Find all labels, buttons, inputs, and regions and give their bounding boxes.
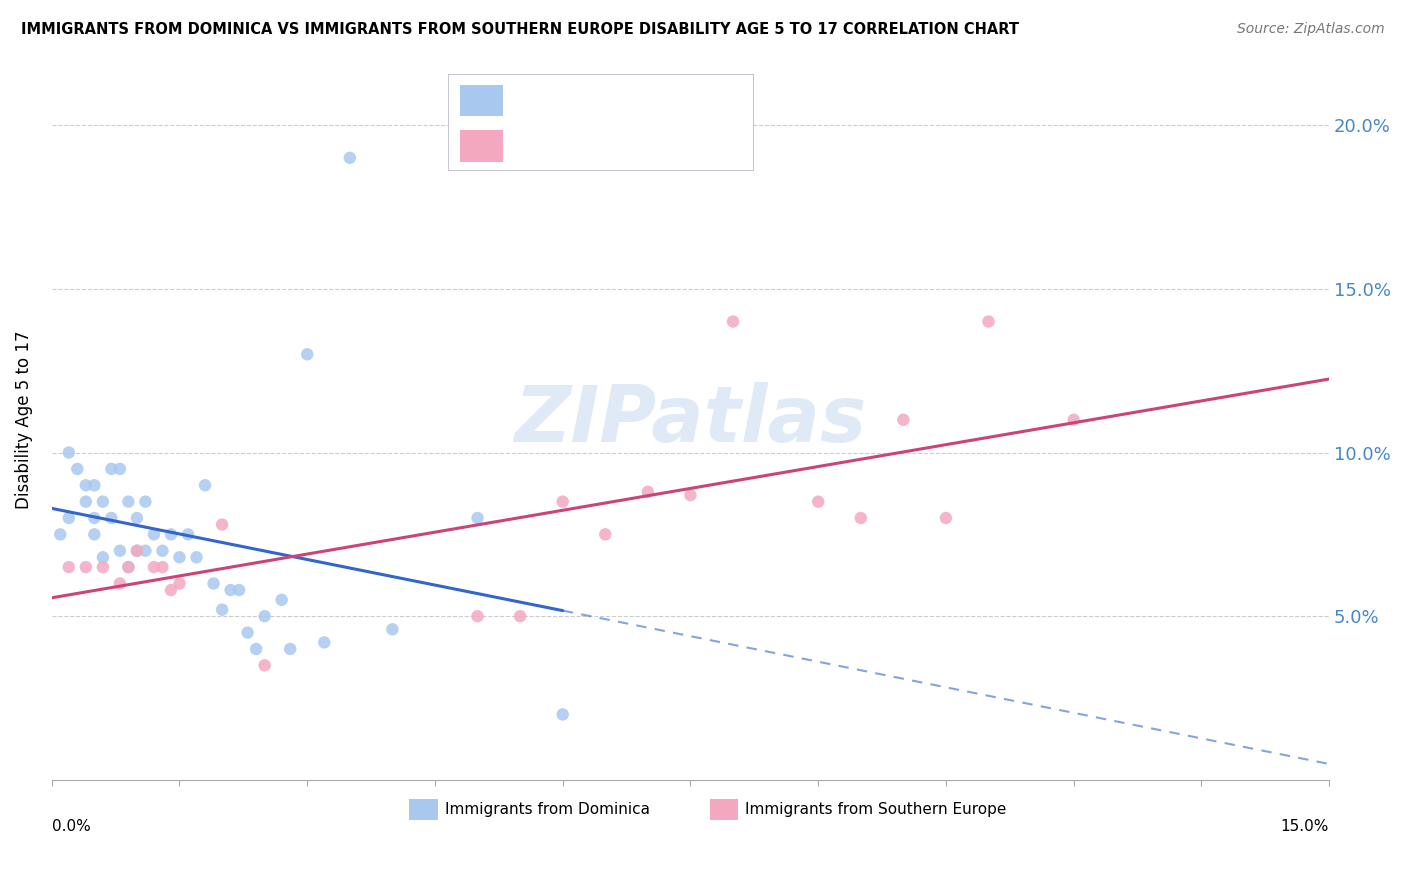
Point xyxy=(807,494,830,508)
FancyBboxPatch shape xyxy=(409,799,437,820)
Text: Source: ZipAtlas.com: Source: ZipAtlas.com xyxy=(1237,22,1385,37)
Point xyxy=(117,560,139,574)
Point xyxy=(314,635,336,649)
Point xyxy=(467,511,489,525)
Point xyxy=(891,413,914,427)
Point xyxy=(100,511,122,525)
Point xyxy=(66,462,89,476)
Point xyxy=(152,543,174,558)
Text: 0.0%: 0.0% xyxy=(52,819,90,834)
Point xyxy=(211,517,233,532)
Point xyxy=(58,445,80,459)
Point xyxy=(297,347,319,361)
Text: Immigrants from Dominica: Immigrants from Dominica xyxy=(446,802,650,817)
Point xyxy=(236,625,259,640)
Point xyxy=(134,543,156,558)
Point xyxy=(117,560,139,574)
Point xyxy=(91,494,114,508)
Point xyxy=(108,576,131,591)
Text: IMMIGRANTS FROM DOMINICA VS IMMIGRANTS FROM SOUTHERN EUROPE DISABILITY AGE 5 TO : IMMIGRANTS FROM DOMINICA VS IMMIGRANTS F… xyxy=(21,22,1019,37)
Point xyxy=(125,543,148,558)
Point xyxy=(108,543,131,558)
Point xyxy=(551,494,574,508)
Point xyxy=(1063,413,1085,427)
Point xyxy=(83,527,105,541)
Point xyxy=(595,527,617,541)
Point xyxy=(381,623,404,637)
Point xyxy=(117,494,139,508)
Text: Immigrants from Southern Europe: Immigrants from Southern Europe xyxy=(745,802,1007,817)
Point xyxy=(228,582,250,597)
Point xyxy=(467,609,489,624)
Point xyxy=(721,314,744,328)
Point xyxy=(91,550,114,565)
Text: 15.0%: 15.0% xyxy=(1281,819,1329,834)
FancyBboxPatch shape xyxy=(710,799,738,820)
Point xyxy=(160,527,183,541)
Point xyxy=(134,494,156,508)
Point xyxy=(83,511,105,525)
Point xyxy=(177,527,200,541)
Point xyxy=(83,478,105,492)
Point xyxy=(253,658,276,673)
Point xyxy=(91,560,114,574)
Point xyxy=(142,527,165,541)
Point xyxy=(339,151,361,165)
Point xyxy=(125,511,148,525)
Point xyxy=(100,462,122,476)
Point xyxy=(977,314,1000,328)
Point xyxy=(935,511,957,525)
Point xyxy=(169,576,191,591)
Point xyxy=(169,550,191,565)
Y-axis label: Disability Age 5 to 17: Disability Age 5 to 17 xyxy=(15,331,32,509)
Point xyxy=(211,602,233,616)
Point xyxy=(270,592,292,607)
Point xyxy=(125,543,148,558)
Point xyxy=(49,527,72,541)
Point xyxy=(186,550,208,565)
Point xyxy=(551,707,574,722)
Point xyxy=(679,488,702,502)
Point xyxy=(58,511,80,525)
Point xyxy=(58,560,80,574)
Point xyxy=(253,609,276,624)
Point xyxy=(509,609,531,624)
Text: ZIPatlas: ZIPatlas xyxy=(515,382,866,458)
Point xyxy=(219,582,242,597)
Point xyxy=(194,478,217,492)
Point xyxy=(75,478,97,492)
Point xyxy=(152,560,174,574)
Point xyxy=(75,560,97,574)
Point xyxy=(245,642,267,657)
Point xyxy=(108,462,131,476)
Point xyxy=(142,560,165,574)
Point xyxy=(202,576,225,591)
Point xyxy=(637,484,659,499)
Point xyxy=(160,582,183,597)
Point xyxy=(75,494,97,508)
Point xyxy=(849,511,872,525)
Point xyxy=(278,642,301,657)
